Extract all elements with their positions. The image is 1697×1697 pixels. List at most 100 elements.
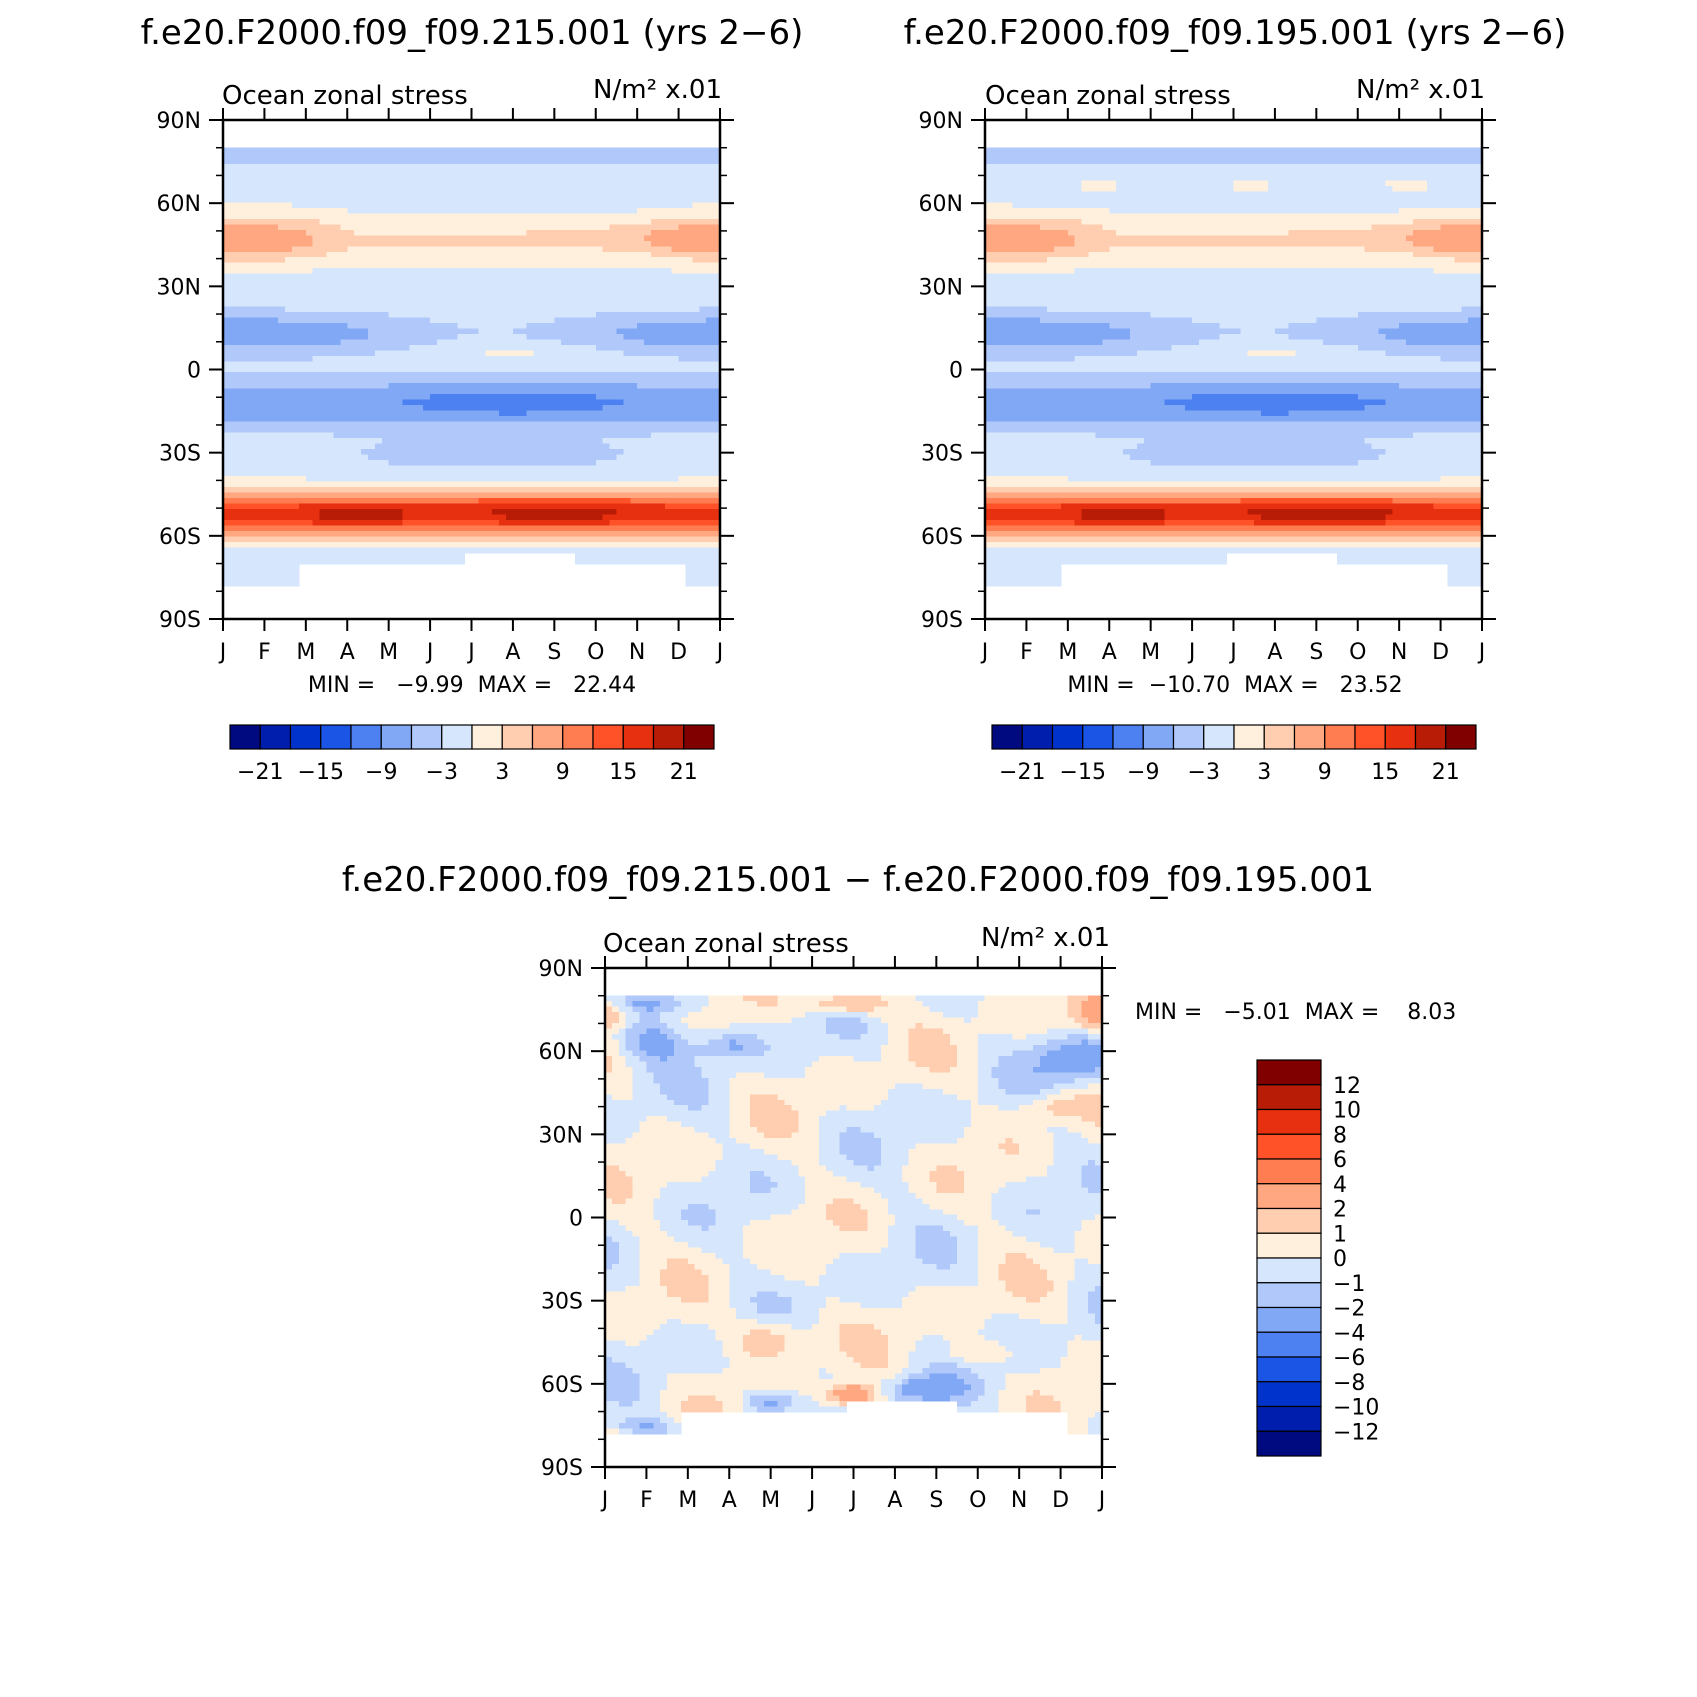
heatmap-cell [374, 295, 383, 302]
heatmap-cell [713, 399, 721, 406]
heatmap-cell [257, 509, 266, 516]
heatmap-cell [436, 191, 445, 198]
heatmap-cell [492, 197, 500, 204]
heatmap-cell [512, 388, 521, 395]
heatmap-cell [464, 426, 473, 434]
heatmap-cell [492, 158, 500, 165]
heatmap-cell [485, 202, 493, 209]
heatmap-cell [285, 377, 293, 384]
heatmap-cell [713, 218, 721, 225]
heatmap-cell [685, 268, 693, 275]
heatmap-cell [243, 202, 252, 209]
heatmap-cell [623, 366, 631, 373]
heatmap-cell [692, 432, 700, 439]
heatmap-cell [423, 454, 431, 461]
heatmap-cell [340, 207, 348, 215]
heatmap-cell [292, 454, 300, 461]
heatmap-cell [492, 186, 500, 193]
heatmap-cell [526, 448, 535, 455]
heatmap-cell [312, 514, 321, 521]
heatmap-cell [409, 426, 417, 434]
heatmap-cell [402, 213, 410, 220]
heatmap-cell [506, 295, 514, 302]
heatmap-cell [506, 350, 514, 357]
heatmap-cell [575, 432, 583, 439]
heatmap-cell [526, 262, 535, 269]
heatmap-cell [354, 410, 362, 417]
heatmap-cell [650, 487, 659, 494]
heatmap-cell [623, 355, 631, 362]
heatmap-cell [561, 328, 569, 335]
heatmap-cell [361, 240, 369, 247]
heatmap-cell [271, 246, 279, 253]
heatmap-cell [464, 514, 473, 521]
heatmap-cell [595, 207, 604, 215]
heatmap-cell [644, 481, 652, 488]
heatmap-cell [423, 268, 431, 275]
heatmap-cell [685, 388, 693, 395]
heatmap-cell [533, 503, 542, 510]
heatmap-cell [436, 202, 445, 209]
heatmap-cell [671, 416, 680, 423]
heatmap-cell [581, 443, 590, 450]
heatmap-cell [367, 246, 376, 253]
heatmap-cell [298, 492, 307, 499]
heatmap-cell [436, 224, 445, 231]
heatmap-cell [609, 344, 618, 351]
heatmap-cell [333, 175, 341, 182]
heatmap-cell [305, 175, 314, 182]
heatmap-cell [664, 350, 673, 357]
heatmap-cell [430, 410, 438, 417]
heatmap-cell [236, 147, 245, 154]
heatmap-cell [257, 520, 266, 527]
heatmap-cell [326, 459, 335, 466]
heatmap-cell [519, 372, 528, 379]
heatmap-cell [264, 520, 272, 527]
heatmap-cell [278, 251, 286, 258]
heatmap-cell [706, 355, 714, 362]
heatmap-cell [409, 328, 417, 335]
heatmap-cell [423, 470, 431, 477]
heatmap-cell [409, 164, 417, 171]
heatmap-cell [250, 509, 259, 516]
heatmap-cell [457, 405, 466, 412]
heatmap-cell [236, 235, 245, 242]
heatmap-cell [568, 180, 576, 187]
heatmap-cell [519, 268, 528, 275]
heatmap-cell [354, 279, 362, 286]
heatmap-cell [264, 180, 272, 187]
heatmap-cell [568, 377, 576, 384]
heatmap-cell [340, 470, 348, 477]
heatmap-cell [333, 240, 341, 247]
heatmap-cell [305, 454, 314, 461]
heatmap-cell [644, 153, 652, 160]
heatmap-cell [333, 279, 341, 286]
heatmap-cell [533, 301, 542, 308]
heatmap-cell [236, 224, 245, 231]
heatmap-cell [561, 218, 569, 225]
heatmap-cell [464, 202, 473, 209]
heatmap-cell [616, 432, 624, 439]
heatmap-cell [526, 465, 535, 472]
heatmap-cell [554, 186, 562, 193]
heatmap-cell [602, 432, 611, 439]
heatmap-cell [402, 175, 410, 182]
heatmap-cell [671, 197, 680, 204]
heatmap-cell [699, 481, 707, 488]
heatmap-cell [471, 399, 479, 406]
heatmap-cell [333, 191, 341, 198]
heatmap-cell [354, 251, 362, 258]
heatmap-cell [644, 350, 652, 357]
heatmap-cell [257, 164, 266, 171]
heatmap-cell [637, 366, 645, 373]
heatmap-cell [436, 476, 445, 483]
heatmap-cell [423, 279, 431, 286]
heatmap-cell [361, 328, 369, 335]
heatmap-cell [581, 410, 590, 417]
heatmap-cell [443, 229, 452, 236]
heatmap-cell [443, 416, 452, 423]
heatmap-cell [388, 361, 397, 368]
heatmap-cell [354, 421, 362, 428]
heatmap-cell [257, 153, 266, 160]
heatmap-cell [464, 158, 473, 165]
